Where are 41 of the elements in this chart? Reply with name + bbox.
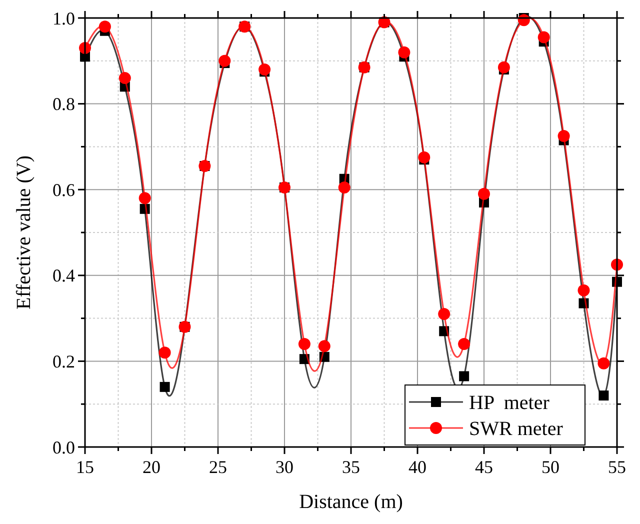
x-tick-label: 40 xyxy=(408,457,426,477)
y-tick-label: 1.0 xyxy=(52,8,75,28)
y-axis-title: Effective value (V) xyxy=(13,156,35,310)
x-tick-label: 55 xyxy=(608,457,626,477)
point xyxy=(158,346,171,359)
point xyxy=(538,31,550,44)
x-tick-label: 15 xyxy=(76,457,94,477)
point xyxy=(459,371,470,382)
y-tick-label: 0.0 xyxy=(52,437,75,458)
x-tick-label: 45 xyxy=(475,457,493,477)
point xyxy=(418,151,430,164)
point xyxy=(318,340,330,352)
x-tick-label: 20 xyxy=(142,457,160,477)
y-tick-label: 0.6 xyxy=(52,180,75,200)
point xyxy=(160,382,170,392)
point xyxy=(498,61,510,74)
legend-label: HP meter xyxy=(469,392,550,414)
point xyxy=(258,63,271,76)
point xyxy=(298,338,310,350)
point xyxy=(118,72,131,84)
point xyxy=(338,181,350,194)
point xyxy=(598,357,610,370)
point xyxy=(398,46,410,58)
point xyxy=(98,20,111,33)
x-tick-label: 35 xyxy=(342,457,360,477)
point xyxy=(478,188,490,200)
y-tick-label: 0.8 xyxy=(52,94,75,114)
point xyxy=(138,192,151,204)
x-axis-title: Distance (m) xyxy=(299,491,403,513)
x-tick-label: 30 xyxy=(276,457,294,477)
y-tick-label: 0.2 xyxy=(52,352,75,372)
x-tick-label: 50 xyxy=(542,457,560,477)
point xyxy=(438,308,450,320)
point xyxy=(458,338,470,350)
point xyxy=(218,54,231,67)
x-tick-label: 25 xyxy=(209,457,227,477)
point xyxy=(598,390,609,401)
point xyxy=(578,284,590,296)
legend-label: SWR meter xyxy=(469,418,564,440)
point xyxy=(558,130,570,142)
y-tick-label: 0.4 xyxy=(52,266,75,286)
